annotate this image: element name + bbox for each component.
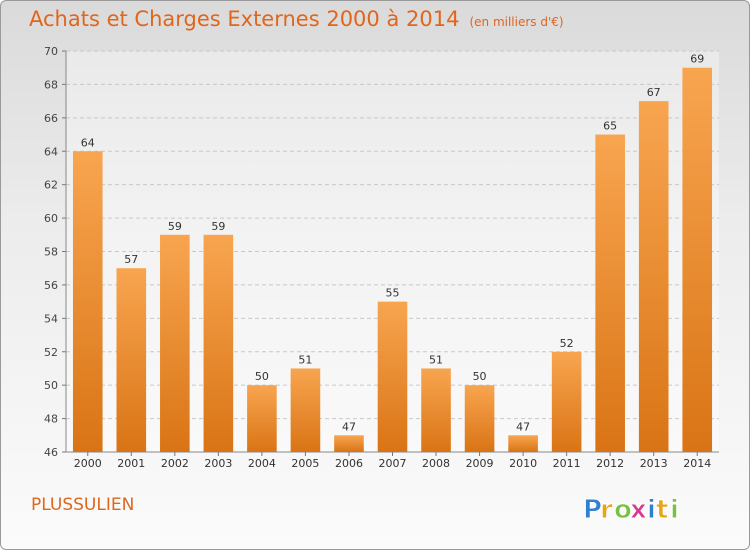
bar-2011 bbox=[551, 351, 582, 452]
bar-2008 bbox=[421, 368, 451, 452]
logo-letter: i bbox=[670, 495, 679, 525]
x-tick-label-2006: 2006 bbox=[335, 457, 363, 470]
proxiti-logo: Pr ox i t i bbox=[583, 495, 680, 526]
x-tick-label-2007: 2007 bbox=[379, 457, 407, 470]
y-tick-label: 62 bbox=[44, 179, 58, 192]
bar-2013 bbox=[638, 101, 669, 452]
x-tick-label-2000: 2000 bbox=[74, 457, 102, 470]
data-label-2002: 59 bbox=[168, 220, 182, 233]
logo-letter: r bbox=[600, 495, 613, 525]
x-tick-label-2010: 2010 bbox=[509, 457, 537, 470]
logo-letter: x bbox=[630, 495, 647, 525]
x-tick-label-2008: 2008 bbox=[422, 457, 450, 470]
data-label-2005: 51 bbox=[298, 353, 312, 366]
y-tick-label: 48 bbox=[44, 413, 58, 426]
bar-2005 bbox=[290, 368, 321, 452]
logo-letter: t bbox=[656, 495, 668, 525]
bar-2009 bbox=[464, 385, 495, 452]
y-tick-label: 68 bbox=[44, 78, 58, 91]
x-tick-label-2003: 2003 bbox=[204, 457, 232, 470]
x-tick-label-2002: 2002 bbox=[161, 457, 189, 470]
y-tick-label: 70 bbox=[44, 45, 58, 58]
commune-name: PLUSSULIEN bbox=[31, 495, 135, 515]
bar-2006 bbox=[334, 435, 364, 452]
data-label-2000: 64 bbox=[81, 136, 95, 149]
y-tick-label: 52 bbox=[44, 346, 58, 359]
x-tick-label-2012: 2012 bbox=[596, 457, 624, 470]
bar-2007 bbox=[377, 301, 408, 452]
data-label-2003: 59 bbox=[211, 220, 225, 233]
y-tick-label: 46 bbox=[44, 446, 58, 459]
x-tick-label-2011: 2011 bbox=[553, 457, 581, 470]
data-label-2012: 65 bbox=[603, 120, 617, 133]
data-label-2011: 52 bbox=[560, 337, 574, 350]
x-tick-label-2013: 2013 bbox=[640, 457, 668, 470]
data-label-2004: 50 bbox=[255, 370, 269, 383]
bar-2012 bbox=[595, 134, 625, 452]
chart-title: Achats et Charges Externes 2000 à 2014 (e… bbox=[29, 7, 564, 31]
data-label-2010: 47 bbox=[516, 420, 530, 433]
y-tick-label: 54 bbox=[44, 312, 58, 325]
data-label-2014: 69 bbox=[690, 53, 704, 66]
logo-letter: i bbox=[647, 495, 656, 525]
x-tick-label-2004: 2004 bbox=[248, 457, 276, 470]
y-tick-label: 58 bbox=[44, 246, 58, 259]
bar-2014 bbox=[682, 67, 713, 452]
bar-2002 bbox=[160, 234, 190, 452]
bar-2003 bbox=[203, 234, 234, 452]
bar-2004 bbox=[247, 385, 277, 452]
y-tick-label: 56 bbox=[44, 279, 58, 292]
logo-letter: P bbox=[583, 495, 602, 525]
data-label-2009: 50 bbox=[473, 370, 487, 383]
chart-subtitle: (en milliers d'€) bbox=[469, 15, 564, 29]
y-tick-label: 66 bbox=[44, 112, 58, 125]
x-tick-label-2001: 2001 bbox=[117, 457, 145, 470]
data-label-2013: 67 bbox=[647, 86, 661, 99]
y-tick-label: 50 bbox=[44, 379, 58, 392]
logo-letter: o bbox=[614, 495, 632, 525]
chart-title-text: Achats et Charges Externes 2000 à 2014 bbox=[29, 7, 460, 31]
x-tick-label-2005: 2005 bbox=[291, 457, 319, 470]
bar-2010 bbox=[508, 435, 538, 452]
data-label-2006: 47 bbox=[342, 420, 356, 433]
y-tick-label: 60 bbox=[44, 212, 58, 225]
data-label-2007: 55 bbox=[386, 287, 400, 300]
bar-2001 bbox=[116, 268, 147, 452]
data-label-2001: 57 bbox=[124, 253, 138, 266]
x-tick-label-2009: 2009 bbox=[466, 457, 494, 470]
x-tick-label-2014: 2014 bbox=[683, 457, 711, 470]
data-label-2008: 51 bbox=[429, 353, 443, 366]
bar-2000 bbox=[72, 151, 103, 452]
y-tick-label: 64 bbox=[44, 145, 58, 158]
